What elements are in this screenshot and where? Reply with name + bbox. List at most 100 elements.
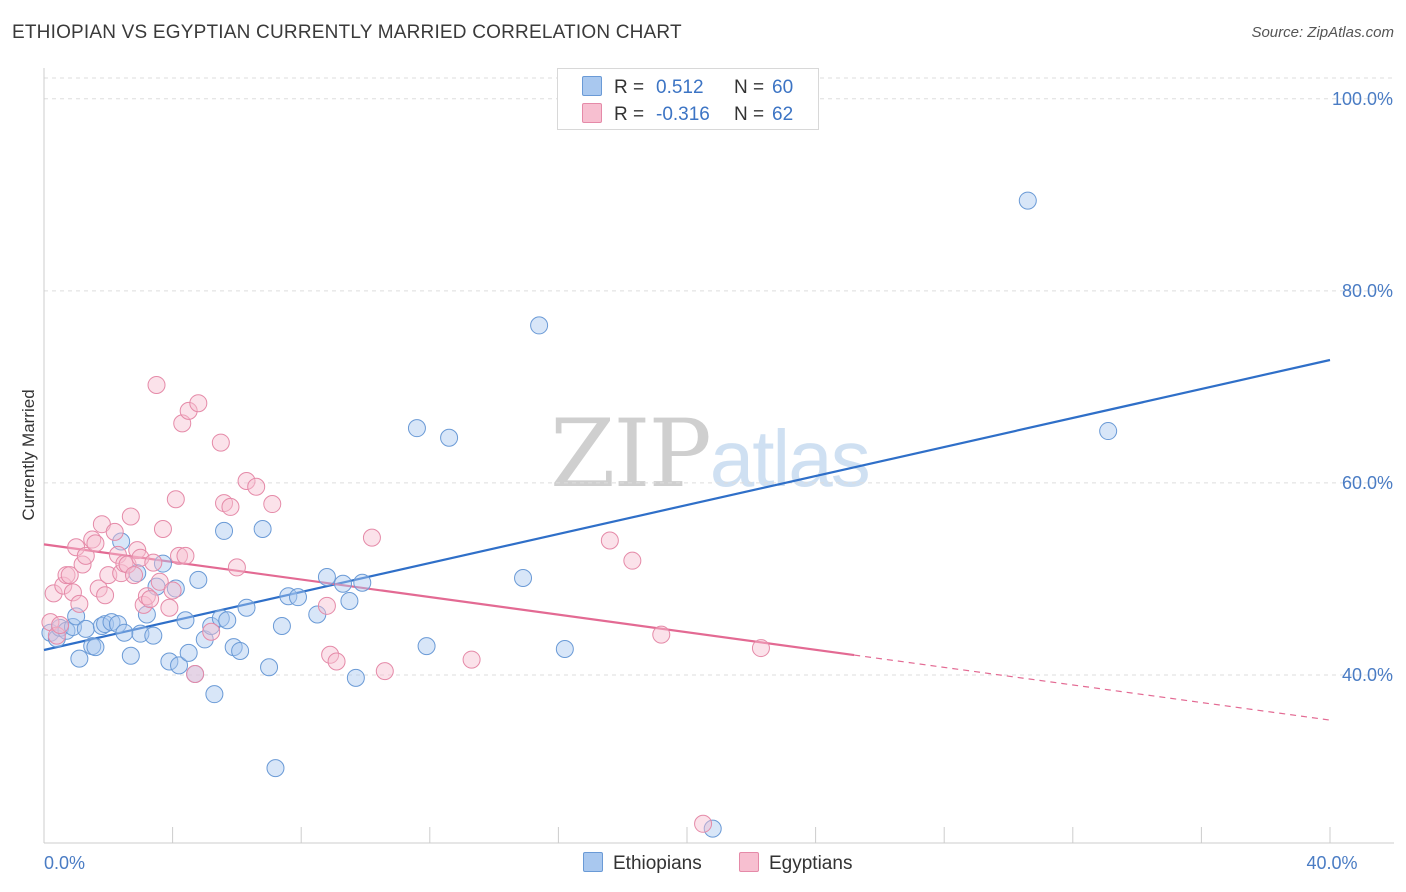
point-ethiopians [272,616,291,635]
point-ethiopians [70,649,89,668]
point-egyptians [317,596,336,615]
point-egyptians [751,639,770,658]
point-egyptians [362,528,381,547]
point-ethiopians [346,668,365,687]
point-ethiopians [260,658,279,677]
y-tick-label: 100.0% [1332,89,1393,109]
y-tick-label: 40.0% [1342,665,1393,685]
point-egyptians [176,546,195,565]
grid-lines [44,77,1394,676]
point-ethiopians [121,646,140,665]
point-ethiopians [179,643,198,662]
point-ethiopians [166,579,185,598]
point-egyptians [44,584,63,603]
r-label: R = [614,77,645,98]
point-egyptians [89,579,108,598]
point-egyptians [321,645,340,664]
point-ethiopians [102,613,121,632]
point-egyptians [186,664,205,683]
point-egyptians [211,433,230,452]
point-ethiopians [440,428,459,447]
n-value: 60 [772,77,794,98]
point-ethiopians [86,638,105,657]
chart-source: Source: ZipAtlas.com [1251,24,1394,41]
point-ethiopians [218,611,237,630]
point-egyptians [150,572,169,591]
point-ethiopians [215,521,234,540]
series-legend: Ethiopians Egyptians [0,852,1406,878]
point-egyptians [170,546,189,565]
point-ethiopians [530,316,549,335]
point-ethiopians [340,592,359,611]
point-ethiopians [279,587,298,606]
point-egyptians [60,566,79,585]
x-tick-label: 0.0% [44,853,85,873]
data-points [41,191,1118,838]
point-egyptians [144,553,163,572]
legend-item-egyptians[interactable]: Egyptians [739,852,852,875]
point-ethiopians [288,588,307,607]
point-ethiopians [112,532,131,551]
watermark: ZIPatlas [550,400,871,509]
point-ethiopians [170,656,189,675]
point-egyptians [76,546,95,565]
point-egyptians [105,522,124,541]
point-ethiopians [189,570,208,589]
point-ethiopians [703,819,722,838]
point-egyptians [163,581,182,600]
point-egyptians [96,586,115,605]
point-ethiopians [317,568,336,587]
x-tick-label: 40.0% [1306,853,1357,873]
point-ethiopians [231,641,250,660]
point-egyptians [51,616,70,635]
n-label: N = [734,77,765,98]
point-egyptians [153,519,172,538]
r-label: R = [614,104,645,125]
legend-label-egyptians: Egyptians [769,853,853,874]
trend-ethiopians [43,358,1331,652]
trend-lines [43,358,1331,721]
watermark-zip: ZIP [550,400,712,509]
y-tick-label: 80.0% [1342,281,1393,301]
point-ethiopians [115,623,134,642]
point-egyptians [189,394,208,413]
egyptians-swatch [582,103,602,123]
point-egyptians [179,401,198,420]
r-value: 0.512 [656,77,704,98]
point-egyptians [327,652,346,671]
axes [43,68,1394,844]
point-ethiopians [160,652,179,671]
point-egyptians [247,477,266,496]
point-egyptians [221,497,240,516]
point-egyptians [137,587,156,606]
legend-item-ethiopians[interactable]: Ethiopians [583,852,702,875]
point-egyptians [54,576,73,595]
point-egyptians [237,471,256,490]
y-tick-label: 60.0% [1342,473,1393,493]
point-ethiopians [144,626,163,645]
point-egyptians [141,590,160,609]
point-egyptians [375,662,394,681]
y-axis-label: Currently Married [19,389,38,520]
point-egyptians [121,507,140,526]
point-ethiopians [153,554,172,573]
n-label: N = [734,104,765,125]
watermark-atlas: atlas [709,414,871,503]
point-ethiopians [202,616,221,635]
point-egyptians [63,583,82,602]
point-ethiopians [1018,191,1037,210]
point-ethiopians [205,685,224,704]
point-egyptians [166,490,185,509]
trend-egyptians [43,543,855,657]
point-ethiopians [92,616,111,635]
point-ethiopians [237,598,256,617]
ethiopians-swatch [582,76,602,96]
point-ethiopians [555,640,574,659]
point-ethiopians [353,573,372,592]
point-ethiopians [96,615,115,634]
point-egyptians [47,626,66,645]
r-value: -0.316 [656,104,710,125]
point-egyptians [263,495,282,514]
point-ethiopians [407,419,426,438]
